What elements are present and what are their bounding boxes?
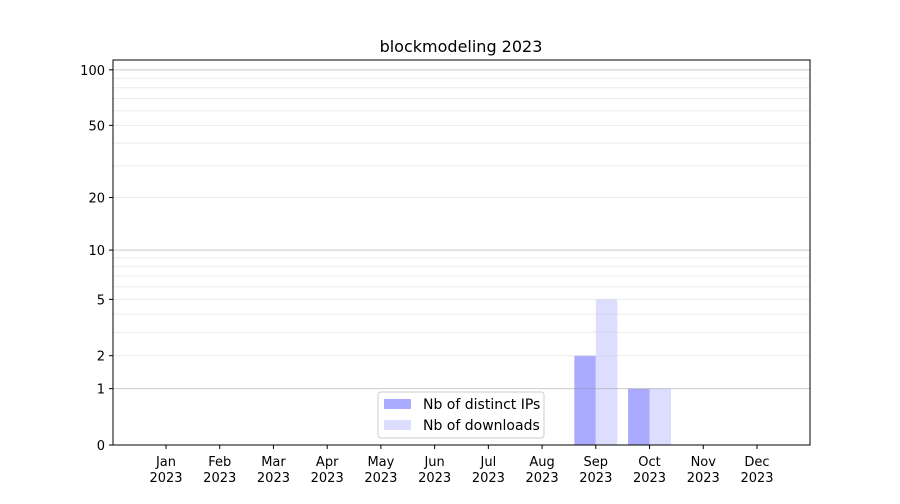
x-tick-label-month: Aug (529, 455, 554, 470)
x-tick-label-month: Nov (691, 455, 717, 470)
legend-label-ips: Nb of distinct IPs (423, 397, 540, 413)
x-tick-label-month: Apr (316, 455, 339, 470)
x-tick-label-year: 2023 (472, 471, 505, 486)
y-tick-label: 20 (88, 192, 105, 207)
bar-downloads (595, 299, 618, 445)
bar-downloads (649, 388, 672, 445)
x-tick-label-year: 2023 (687, 471, 720, 486)
y-tick-label: 10 (88, 244, 105, 259)
y-tick-label: 0 (97, 439, 105, 454)
x-tick-label-year: 2023 (633, 471, 666, 486)
legend: Nb of distinct IPs Nb of downloads (377, 391, 545, 439)
x-tick-label-month: Feb (208, 455, 231, 470)
x-tick-label-month: May (367, 455, 394, 470)
x-axis: Jan2023Feb2023Mar2023Apr2023May2023Jun20… (149, 445, 774, 486)
legend-swatch-ips (384, 399, 411, 409)
x-tick-label-month: Dec (744, 455, 769, 470)
x-tick-label-year: 2023 (418, 471, 451, 486)
x-tick-label-month: Jan (155, 455, 176, 470)
axes-frame (112, 59, 811, 446)
x-tick-label-year: 2023 (257, 471, 290, 486)
x-tick-label-year: 2023 (579, 471, 612, 486)
x-tick-label-year: 2023 (203, 471, 236, 486)
legend-label-downloads: Nb of downloads (423, 418, 540, 434)
x-tick-label-month: Oct (638, 455, 660, 470)
x-tick-label-month: Mar (261, 455, 286, 470)
y-tick-label: 2 (97, 350, 105, 365)
y-tick-label: 1 (97, 383, 105, 398)
y-tick-label: 5 (97, 293, 105, 308)
x-tick-label-month: Sep (584, 455, 609, 470)
grid-overlay (113, 69, 810, 390)
x-tick-label-year: 2023 (740, 471, 773, 486)
legend-box (377, 391, 545, 439)
bars (574, 299, 672, 445)
x-tick-label-year: 2023 (149, 471, 182, 486)
x-tick-label-month: Jun (423, 455, 444, 470)
legend-swatch-downloads (384, 420, 411, 430)
x-tick-label-year: 2023 (311, 471, 344, 486)
bar-distinct-ips (574, 355, 596, 445)
x-tick-label-month: Jul (480, 455, 497, 470)
y-axis: 0 1 2 5 10 20 50 100 (80, 64, 113, 454)
y-tick-label: 50 (88, 119, 105, 134)
y-tick-label: 100 (80, 64, 105, 79)
x-tick-label-year: 2023 (364, 471, 397, 486)
x-tick-label-year: 2023 (526, 471, 559, 486)
chart-title: blockmodeling 2023 (380, 37, 543, 56)
bar-distinct-ips (628, 388, 650, 445)
